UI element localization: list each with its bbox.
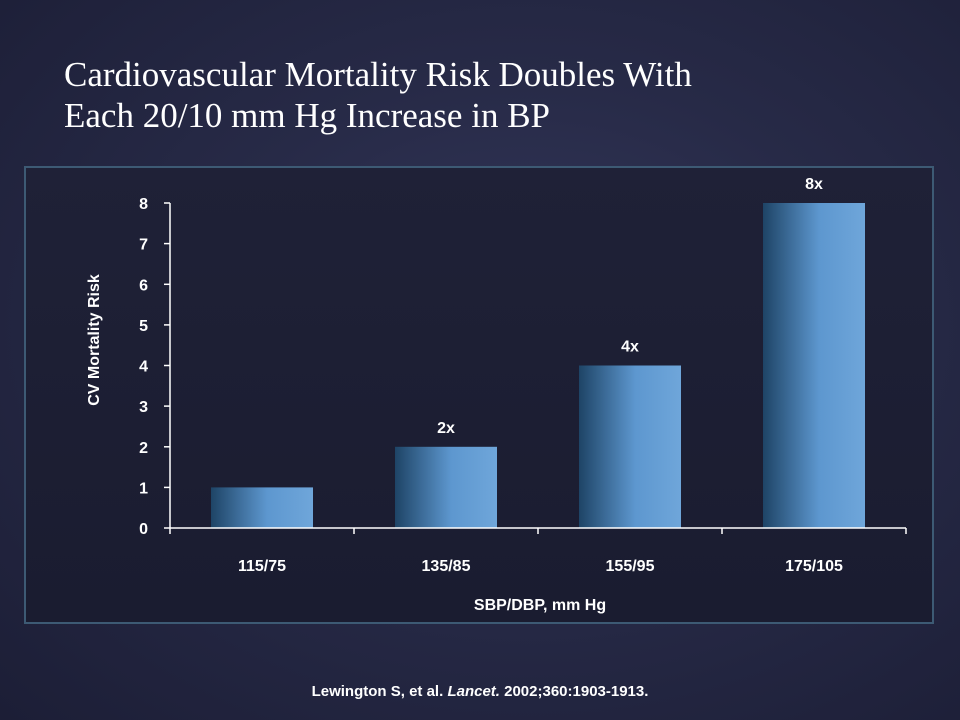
y-tick-label: 1: [139, 480, 148, 497]
y-tick-label: 2: [139, 440, 148, 457]
y-tick-label: 6: [139, 277, 148, 294]
y-tick-label: 7: [139, 237, 148, 254]
axes-group: [164, 202, 907, 534]
x-tick-label: 155/95: [606, 558, 655, 575]
slide-title-line-2: Each 20/10 mm Hg Increase in BP: [64, 96, 551, 135]
y-tick-label: 4: [139, 359, 148, 376]
y-tick-label: 8: [139, 196, 148, 213]
y-axis-label: CV Mortality Risk: [86, 274, 103, 406]
citation-authors: Lewington S, et al.: [311, 683, 444, 700]
y-tick-label: 5: [139, 318, 148, 335]
y-tick-label: 3: [139, 399, 148, 416]
bar-175/105: [763, 203, 865, 528]
bar-115/75: [211, 487, 313, 528]
data-label: 8x: [805, 176, 823, 193]
source-citation: Lewington S, et al. Lancet. 2002;360:190…: [0, 683, 960, 700]
y-tick-label: 0: [139, 521, 148, 538]
x-tick-label: 175/105: [785, 558, 843, 575]
data-label: 4x: [621, 339, 639, 356]
x-tick-label: 115/75: [238, 558, 286, 575]
slide-title-line-1: Cardiovascular Mortality Risk Doubles Wi…: [64, 55, 692, 94]
citation-details: 2002;360:1903-1913.: [504, 683, 649, 700]
x-tick-label: 135/85: [422, 558, 471, 575]
labels-group: 115/75 2x 135/85 4x 155/95 8x 175/105 0 1 2 3 4 5 6 7 8: [139, 176, 843, 575]
data-label: 2x: [437, 420, 455, 437]
x-axis-label: SBP/DBP, mm Hg: [474, 597, 606, 614]
citation-journal: Lancet.: [447, 683, 500, 700]
bar-group: [211, 203, 865, 529]
slide-title: Cardiovascular Mortality Risk Doubles Wi…: [64, 54, 924, 136]
bar-155/95: [579, 365, 681, 528]
bar-135/85: [395, 446, 497, 529]
